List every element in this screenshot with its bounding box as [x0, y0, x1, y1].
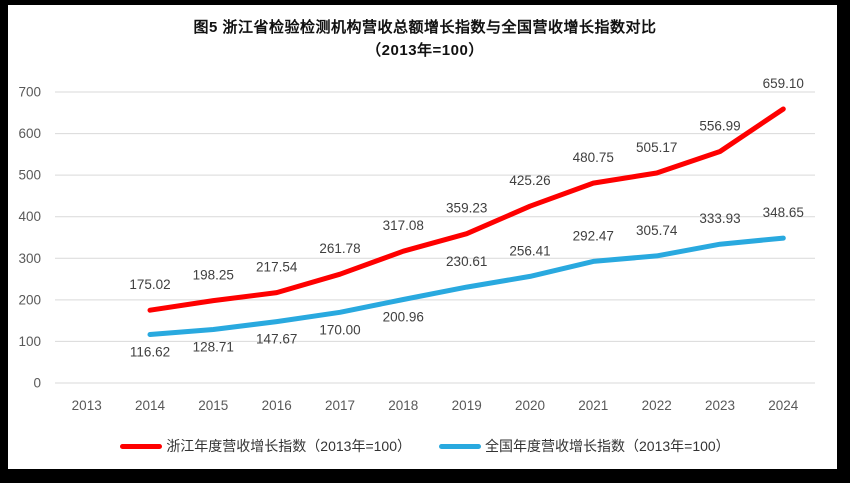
data-label: 261.78	[319, 241, 360, 256]
y-axis-tick-label: 600	[18, 126, 41, 141]
data-label: 348.65	[763, 205, 804, 220]
data-label: 359.23	[446, 201, 487, 216]
data-label: 128.71	[193, 340, 234, 355]
data-label: 659.10	[763, 76, 804, 91]
data-label: 425.26	[509, 173, 550, 188]
data-label: 200.96	[383, 310, 424, 325]
y-axis-tick-label: 0	[33, 376, 41, 391]
data-label: 505.17	[636, 140, 677, 155]
data-label: 175.02	[129, 277, 170, 292]
chart-title-line1: 图5 浙江省检验检测机构营收总额增长指数与全国营收增长指数对比	[193, 19, 657, 36]
x-axis-tick-label: 2023	[705, 398, 735, 413]
series-line-national	[147, 235, 786, 337]
x-axis-tick-label: 2018	[388, 398, 418, 413]
legend-item-zhejiang: 浙江年度营收增长指数（2013年=100）	[120, 436, 411, 456]
y-axis-tick-label: 400	[18, 209, 41, 224]
x-axis-tick-label: 2017	[325, 398, 355, 413]
data-label: 147.67	[256, 332, 297, 347]
data-label: 230.61	[446, 254, 487, 269]
series-line-zhejiang	[147, 106, 786, 313]
y-axis-tick-label: 500	[18, 168, 41, 183]
data-label: 170.00	[319, 322, 360, 337]
x-axis-tick-label: 2020	[515, 398, 545, 413]
x-axis-tick-label: 2021	[578, 398, 608, 413]
x-axis-tick-label: 2022	[642, 398, 672, 413]
data-label: 317.08	[383, 218, 424, 233]
chart-legend: 浙江年度营收增长指数（2013年=100） 全国年度营收增长指数（2013年=1…	[0, 436, 850, 456]
x-axis-tick-label: 2016	[262, 398, 292, 413]
data-label: 292.47	[573, 228, 614, 243]
y-axis-tick-label: 200	[18, 292, 41, 307]
legend-line-swatch-national	[439, 443, 481, 449]
data-label: 116.62	[130, 345, 170, 360]
x-axis-tick-label: 2019	[452, 398, 482, 413]
data-label: 333.93	[699, 211, 740, 226]
chart-title: 图5 浙江省检验检测机构营收总额增长指数与全国营收增长指数对比 （2013年=1…	[0, 16, 850, 63]
y-axis-tick-label: 300	[18, 251, 41, 266]
data-label: 198.25	[193, 268, 234, 283]
y-axis-tick-label: 100	[18, 334, 41, 349]
chart-title-line2: （2013年=100）	[366, 42, 484, 60]
x-axis-tick-label: 2024	[768, 398, 799, 413]
x-axis-tick-label: 2014	[135, 398, 166, 413]
data-label: 305.74	[636, 223, 678, 238]
legend-item-national: 全国年度营收增长指数（2013年=100）	[439, 436, 730, 456]
legend-label-zhejiang: 浙江年度营收增长指数（2013年=100）	[166, 438, 411, 454]
data-label: 480.75	[573, 150, 614, 165]
legend-line-swatch-zhejiang	[120, 443, 163, 449]
data-label: 556.99	[699, 119, 740, 134]
data-label: 217.54	[256, 260, 298, 275]
x-axis-tick-label: 2015	[198, 398, 228, 413]
x-axis-tick-label: 2013	[72, 398, 102, 413]
y-axis-tick-label: 700	[18, 85, 41, 100]
data-label: 256.41	[509, 243, 550, 258]
legend-label-national: 全国年度营收增长指数（2013年=100）	[485, 438, 730, 454]
chart-background	[8, 5, 837, 469]
